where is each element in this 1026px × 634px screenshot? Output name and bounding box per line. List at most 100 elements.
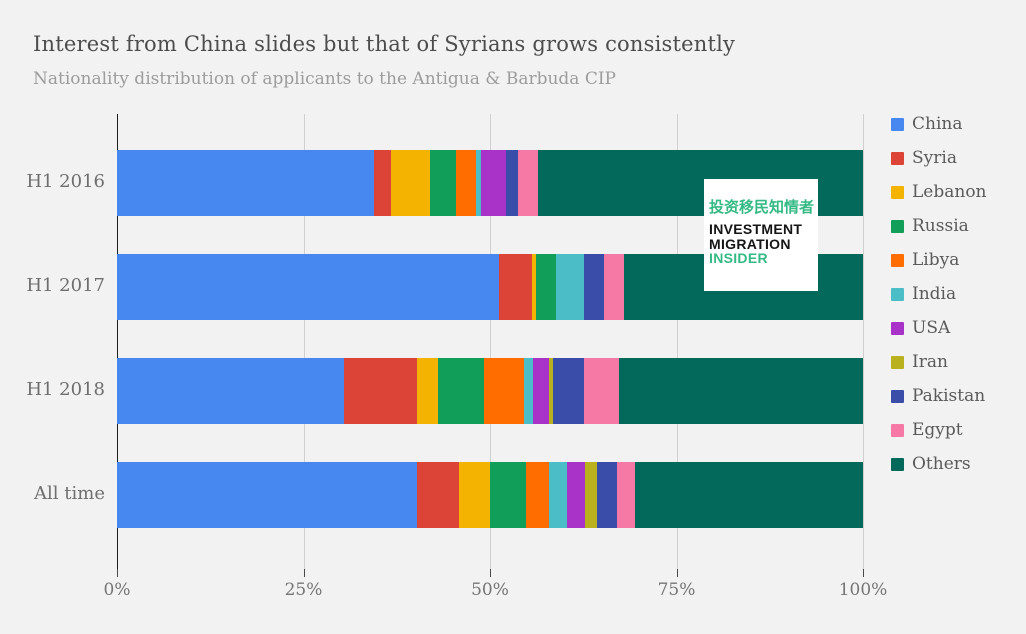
bar-segment-india — [548, 462, 567, 528]
bar-segment-russia — [430, 150, 456, 216]
bar-segment-syria — [498, 254, 532, 320]
legend-swatch-india — [891, 287, 904, 301]
bar-segment-syria — [374, 150, 391, 216]
legend-label: USA — [912, 318, 951, 338]
watermark-insider-text: INSIDER — [709, 250, 768, 266]
bar-segment-usa — [481, 150, 507, 216]
legend-label: Libya — [912, 250, 960, 270]
bar-segment-china — [117, 462, 417, 528]
axis-tick — [863, 569, 864, 577]
bar-segment-pakistan — [597, 462, 617, 528]
legend-swatch-usa — [891, 321, 904, 335]
bar-segment-syria — [343, 358, 417, 424]
legend-swatch-libya — [891, 253, 904, 267]
legend-label: Syria — [912, 148, 957, 168]
bar-segment-usa — [566, 462, 586, 528]
legend-swatch-egypt — [891, 423, 904, 437]
category-label: H1 2016 — [26, 171, 105, 192]
axis-tick — [117, 569, 118, 577]
bar-row — [117, 462, 863, 528]
bar-segment-lebanon — [416, 358, 438, 424]
legend-label: Egypt — [912, 420, 963, 440]
legend-swatch-china — [891, 117, 904, 131]
bar-segment-usa — [533, 358, 549, 424]
gridline — [676, 114, 678, 577]
bar-segment-china — [117, 150, 375, 216]
bar-segment-others — [634, 462, 863, 528]
bar-segment-lebanon — [390, 150, 431, 216]
bar-segment-china — [117, 358, 344, 424]
x-tick-label: 50% — [471, 580, 509, 600]
legend-label: China — [912, 114, 963, 134]
legend-item-usa: USA — [891, 318, 987, 338]
legend-label: Pakistan — [912, 386, 986, 406]
legend-label: India — [912, 284, 957, 304]
legend-item-egypt: Egypt — [891, 420, 987, 440]
bar-segment-pakistan — [583, 254, 605, 320]
legend-item-russia: Russia — [891, 216, 987, 236]
category-label: All time — [34, 483, 105, 504]
gridline — [863, 114, 864, 577]
bar-row — [117, 254, 863, 320]
legend-item-others: Others — [891, 454, 987, 474]
x-tick-label: 100% — [838, 580, 888, 600]
legend-label: Lebanon — [912, 182, 987, 202]
legend-item-syria: Syria — [891, 148, 987, 168]
legend-item-libya: Libya — [891, 250, 987, 270]
bar-segment-lebanon — [531, 254, 537, 320]
bar-segment-others — [618, 358, 863, 424]
bar-segment-egypt — [604, 254, 625, 320]
watermark-logo: 投资移民知情者 INVESTMENT MIGRATION INSIDER — [704, 179, 818, 291]
bar-segment-india — [524, 358, 534, 424]
legend-swatch-others — [891, 457, 904, 471]
legend-label: Iran — [912, 352, 948, 372]
x-tick-label: 75% — [657, 580, 696, 600]
watermark-chinese-text: 投资移民知情者 — [709, 199, 815, 216]
legend-swatch-lebanon — [891, 185, 904, 199]
watermark-migration-text: MIGRATION — [709, 235, 791, 252]
bar-segment-pakistan — [552, 358, 584, 424]
bar-segment-egypt — [517, 150, 539, 216]
chart-title: Interest from China slides but that of S… — [33, 32, 736, 56]
bar-segment-russia — [489, 462, 526, 528]
legend-item-india: India — [891, 284, 987, 304]
legend-item-china: China — [891, 114, 987, 134]
gridline — [303, 114, 305, 577]
legend-label: Others — [912, 454, 971, 474]
legend-item-pakistan: Pakistan — [891, 386, 987, 406]
legend-swatch-iran — [891, 355, 904, 369]
legend: China Syria Lebanon Russia Libya India USA Iran… — [891, 114, 987, 474]
bar-segment-russia — [437, 358, 484, 424]
bar-segment-egypt — [616, 462, 635, 528]
bar-segment-libya — [455, 150, 476, 216]
category-label: H1 2018 — [26, 379, 105, 400]
bar-segment-libya — [484, 358, 525, 424]
legend-swatch-pakistan — [891, 389, 904, 403]
axis-tick — [676, 569, 678, 577]
legend-item-lebanon: Lebanon — [891, 182, 987, 202]
bar-segment-iran — [548, 358, 553, 424]
chart-subtitle: Nationality distribution of applicants t… — [33, 69, 616, 89]
bar-segment-syria — [416, 462, 459, 528]
x-tick-label: 25% — [284, 580, 323, 600]
y-axis-line — [117, 114, 118, 577]
bar-segment-egypt — [583, 358, 619, 424]
legend-swatch-syria — [891, 151, 904, 165]
gridline — [490, 114, 491, 577]
axis-tick — [490, 569, 491, 577]
bar-segment-iran — [585, 462, 598, 528]
legend-item-iran: Iran — [891, 352, 987, 372]
axis-tick — [303, 569, 305, 577]
bar-segment-lebanon — [458, 462, 490, 528]
legend-label: Russia — [912, 216, 969, 236]
bar-row — [117, 358, 863, 424]
category-label: H1 2017 — [26, 275, 105, 296]
bar-segment-libya — [525, 462, 549, 528]
bar-segment-india — [555, 254, 584, 320]
legend-swatch-russia — [891, 219, 904, 233]
bar-segment-pakistan — [506, 150, 518, 216]
watermark-investment-text: INVESTMENT — [709, 221, 803, 237]
bar-segment-china — [117, 254, 499, 320]
